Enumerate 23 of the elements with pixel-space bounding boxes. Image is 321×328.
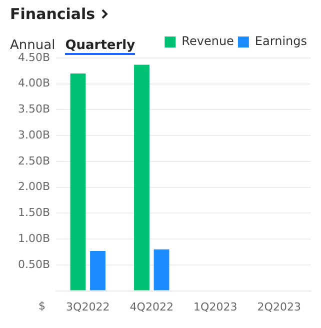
legend-label: Earnings	[254, 34, 308, 48]
y-tick-label: 2.50B	[18, 154, 50, 168]
bar	[154, 249, 170, 290]
x-tick-label: 3Q2022	[66, 300, 110, 314]
y-tick-label: 3.50B	[18, 102, 50, 116]
bar	[70, 74, 86, 290]
y-tick-label: 4.00B	[18, 76, 50, 90]
legend-label: Revenue	[182, 34, 234, 48]
chart-title: Financials	[10, 5, 96, 23]
x-tick-label: 2Q2023	[257, 300, 301, 314]
x-tick-label: 1Q2023	[194, 300, 238, 314]
bar	[134, 64, 150, 290]
bar	[90, 250, 106, 290]
y-tick-label: 1.50B	[18, 206, 50, 220]
y-tick-label: 2.00B	[18, 180, 50, 194]
x-tick-label: 4Q2022	[130, 300, 174, 314]
y-axis-title: $	[38, 300, 46, 313]
y-tick-label: 1.00B	[18, 232, 50, 245]
text: Quarterly	[65, 38, 136, 55]
y-tick-label: 0.50B	[18, 258, 50, 271]
y-tick-label: 3.00B	[18, 128, 50, 142]
text: Annual	[10, 38, 56, 53]
y-tick-label: 4.50B	[18, 50, 50, 64]
